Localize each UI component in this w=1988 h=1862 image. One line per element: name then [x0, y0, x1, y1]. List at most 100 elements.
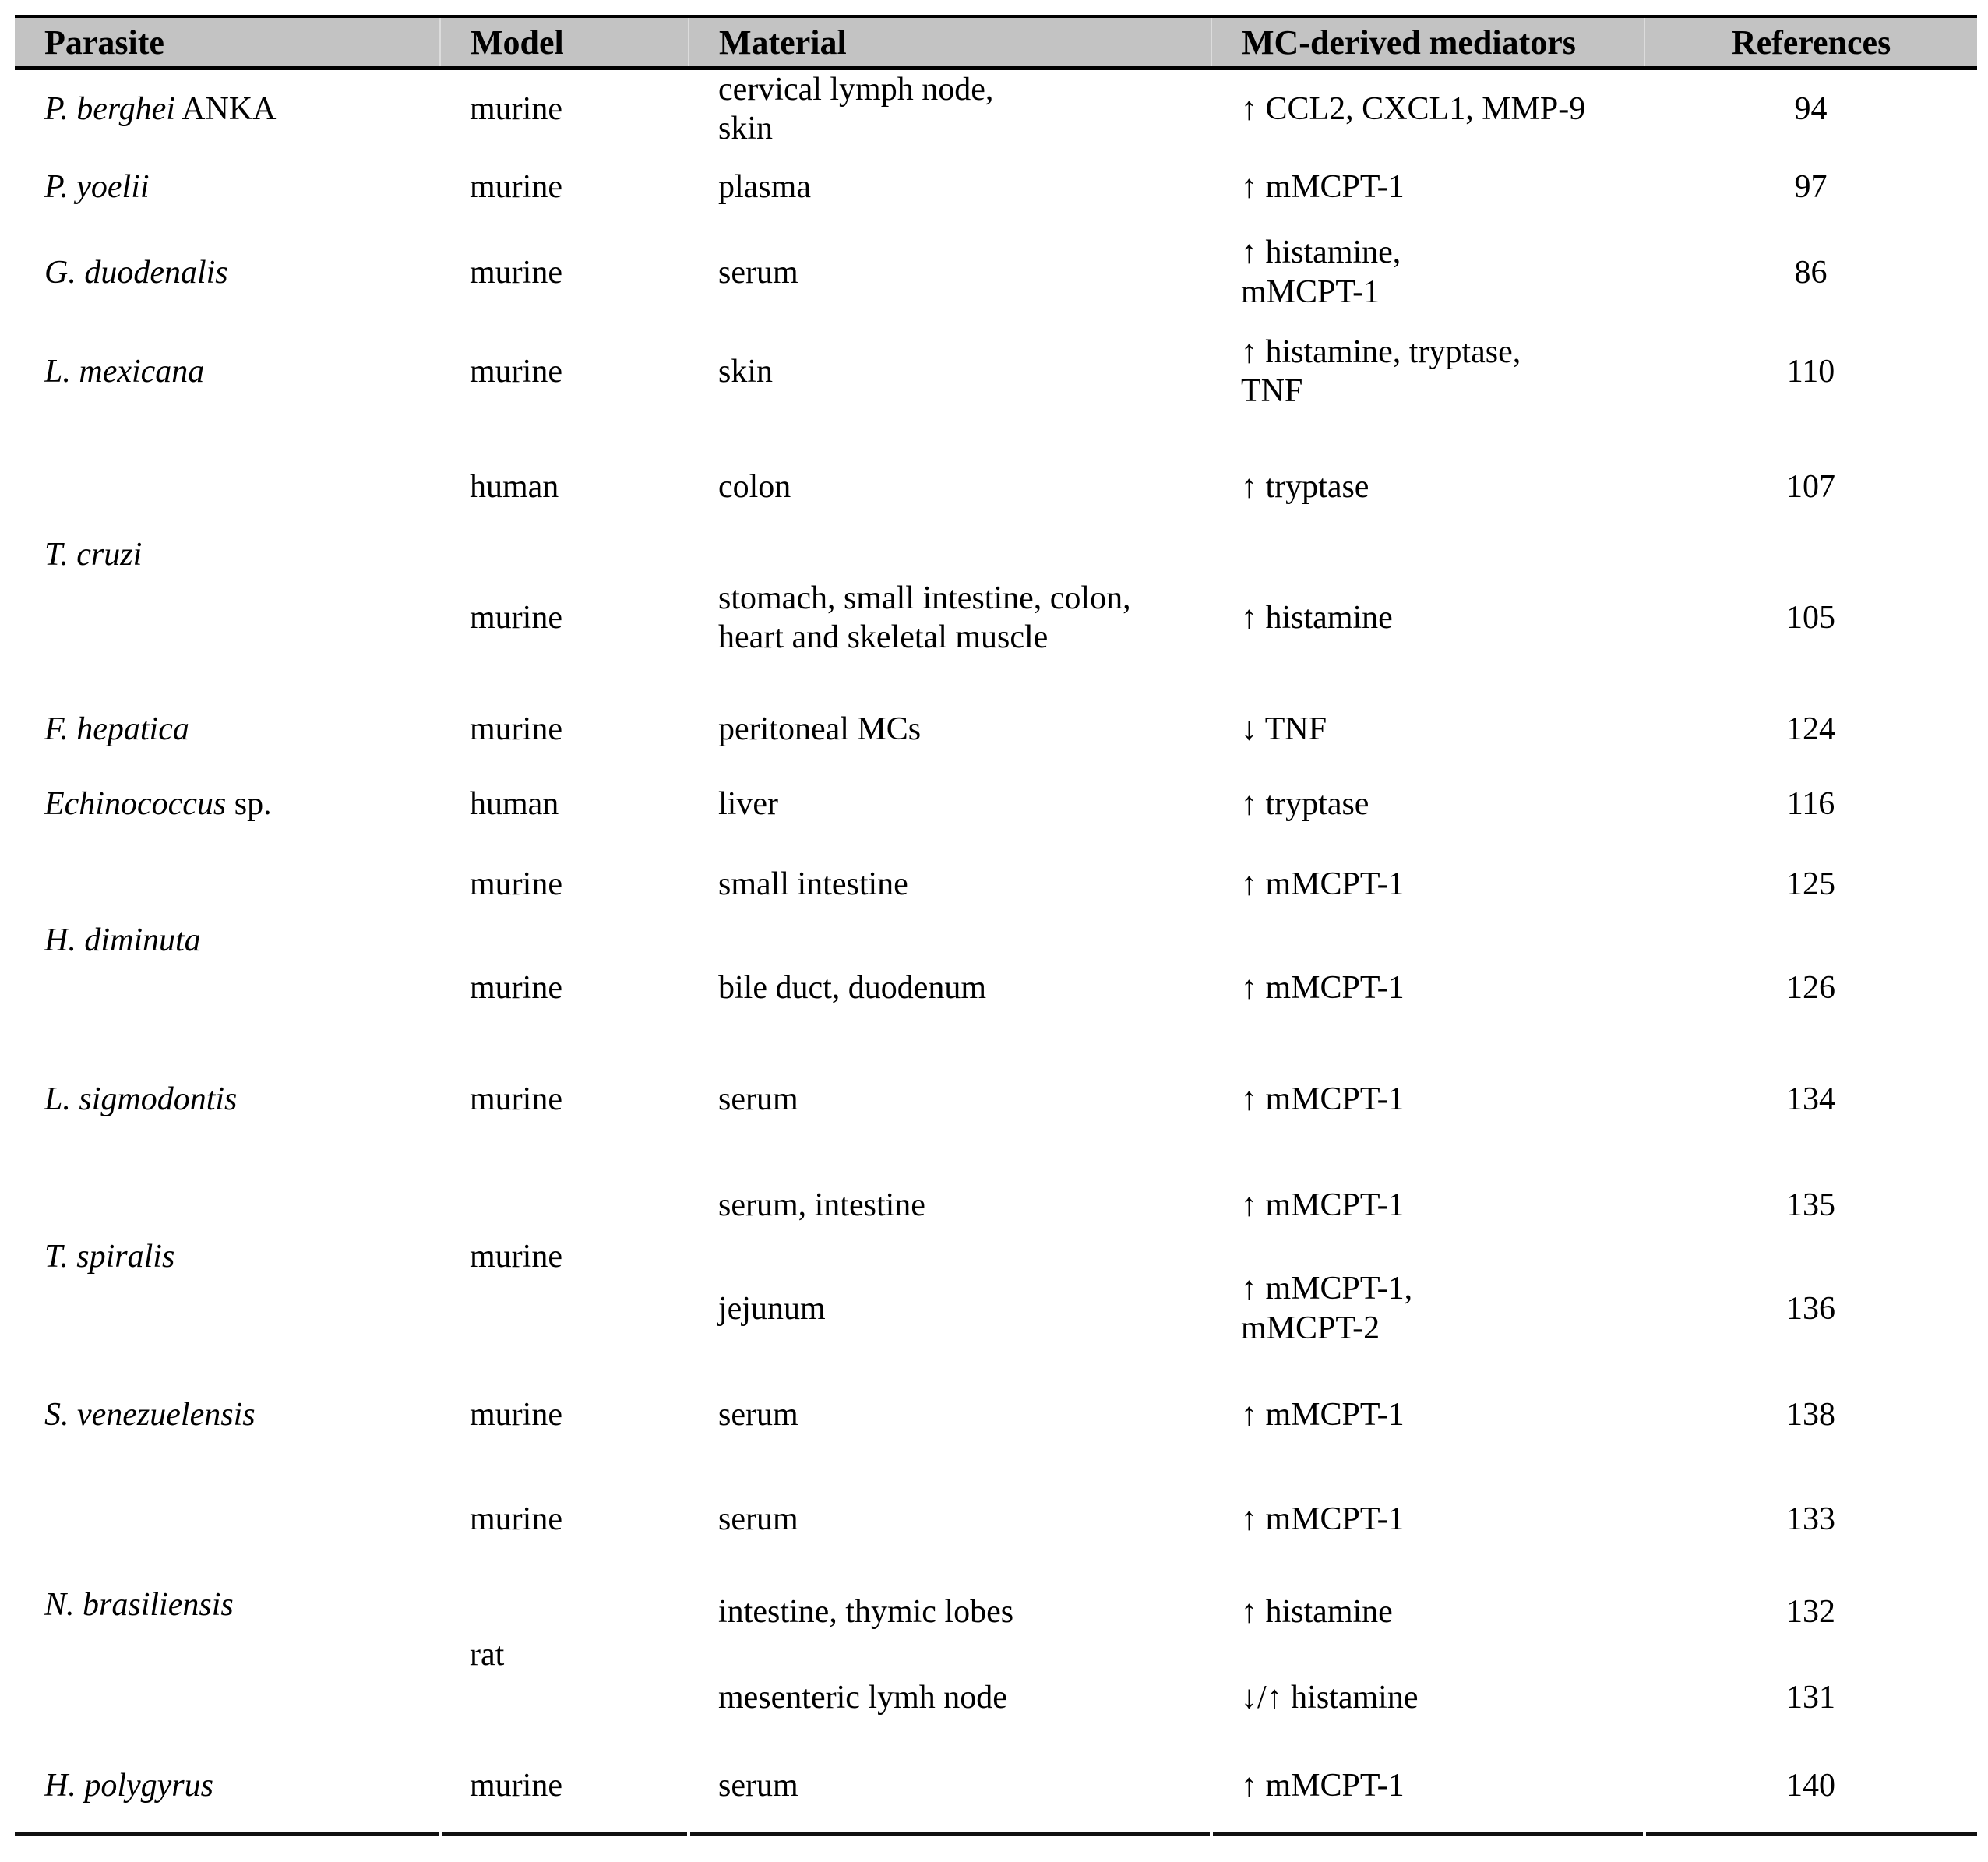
- parasite-cell: N. brasiliensis: [44, 1586, 234, 1623]
- mediators-cell: ↑ histamine, mMCPT-1: [1241, 235, 1401, 310]
- reference-cell: 131: [1786, 1679, 1835, 1716]
- table-row: murine stomach, small intestine, colon, …: [15, 550, 1977, 686]
- header-row: Parasite Model Material MC-derived media…: [15, 15, 1977, 70]
- model-cell: murine: [470, 254, 562, 291]
- model-cell: human: [470, 786, 559, 823]
- bottom-border-gap: [439, 1832, 442, 1836]
- mediators-cell: ↑ mMCPT-1: [1241, 168, 1405, 205]
- table-row: rat intestine, thymic lobes ↑ histamine …: [15, 1569, 1977, 1673]
- material-cell: serum: [718, 254, 798, 291]
- parasite-cell: L. mexicana: [44, 354, 205, 390]
- mediators-cell: ↑ histamine: [1241, 600, 1393, 637]
- table-row: murine bile duct, duodenum ↑ mMCPT-1 126: [15, 932, 1977, 1045]
- table-row: Echinococcus sp. human liver ↑ tryptase …: [15, 772, 1977, 837]
- model-cell: murine: [440, 1740, 689, 1836]
- table-row: S. venezuelensis murine serum ↑ mMCPT-1 …: [15, 1360, 1977, 1469]
- reference-cell: 134: [1786, 1081, 1835, 1117]
- bottom-border-gap: [687, 1832, 690, 1836]
- material-cell: serum: [689, 1740, 1211, 1836]
- table-row: H. diminuta murine small intestine ↑ mMC…: [15, 837, 1977, 959]
- material-cell: serum: [718, 1081, 798, 1117]
- model-cell: murine: [470, 1396, 562, 1433]
- parasite-cell: T. cruzi: [44, 537, 143, 573]
- mediators-cell: ↓ TNF: [1241, 711, 1327, 747]
- material-cell: serum: [718, 1501, 798, 1537]
- material-cell: liver: [718, 786, 778, 823]
- parasite-cell: S. venezuelensis: [44, 1396, 256, 1433]
- parasite-cell: L. sigmodontis: [44, 1081, 238, 1117]
- material-cell: colon: [718, 468, 791, 505]
- mediators-cell: ↑ mMCPT-1: [1241, 1501, 1405, 1537]
- model-cell: murine: [470, 970, 562, 1007]
- material-cell: plasma: [718, 168, 811, 205]
- table-row: L. sigmodontis murine serum ↑ mMCPT-1 13…: [15, 1045, 1977, 1154]
- table-row: T. cruzi human colon ↑ tryptase 107: [15, 424, 1977, 573]
- parasite-cell: Echinococcus sp.: [44, 786, 272, 823]
- mediators-cell: ↑ histamine, tryptase, TNF: [1241, 333, 1521, 410]
- col-header-mediators: MC-derived mediators: [1211, 15, 1644, 70]
- mediators-cell: ↑ mMCPT-1, mMCPT-2: [1241, 1271, 1413, 1346]
- material-cell: stomach, small intestine, colon, heart a…: [718, 580, 1131, 656]
- reference-cell: 86: [1794, 254, 1828, 291]
- reference-cell: 124: [1786, 711, 1835, 747]
- parasite-cell: F. hepatica: [44, 711, 189, 747]
- mediators-cell: ↑ mMCPT-1: [1241, 866, 1405, 902]
- material-cell: skin: [718, 354, 774, 390]
- mediators-cell: ↓/↑ histamine: [1241, 1679, 1419, 1716]
- table-row: P. yoelii murine plasma ↑ mMCPT-1 97: [15, 149, 1977, 225]
- table-row: L. mexicana murine skin ↑ histamine, try…: [15, 320, 1977, 424]
- material-cell: bile duct, duodenum: [718, 970, 987, 1007]
- reference-cell: 126: [1786, 970, 1835, 1007]
- parasite-cell: H. polygyrus: [15, 1740, 440, 1836]
- table-row: N. brasiliensis murine serum ↑ mMCPT-1 1…: [15, 1469, 1977, 1623]
- model-cell: murine: [470, 711, 562, 747]
- material-cell: intestine, thymic lobes: [718, 1593, 1014, 1630]
- parasite-cell: G. duodenalis: [44, 254, 228, 291]
- table-row: mesenteric lymh node ↓/↑ histamine 131: [15, 1655, 1977, 1740]
- material-cell: serum, intestine: [718, 1187, 925, 1224]
- mediators-cell: ↑ tryptase: [1241, 786, 1369, 823]
- mediators-cell: ↑ histamine: [1241, 1593, 1393, 1630]
- data-table: Parasite Model Material MC-derived media…: [15, 15, 1977, 1836]
- model-cell: murine: [470, 866, 562, 902]
- mediators-cell: ↑ mMCPT-1: [1241, 1187, 1405, 1224]
- parasite-cell: P. berghei ANKA: [44, 91, 277, 128]
- model-cell: murine: [470, 91, 562, 128]
- reference-cell: 138: [1786, 1396, 1835, 1433]
- model-cell: murine: [470, 1081, 562, 1117]
- bottom-border-gap: [1643, 1832, 1646, 1836]
- reference-cell: 107: [1786, 468, 1835, 505]
- table-row: P. berghei ANKA murine cervical lymph no…: [15, 69, 1977, 149]
- table-row: F. hepatica murine peritoneal MCs ↓ TNF …: [15, 686, 1977, 772]
- mediators-cell: ↑ CCL2, CXCL1, MMP-9: [1241, 91, 1586, 128]
- model-cell: murine: [470, 168, 562, 205]
- material-cell: cervical lymph node, skin: [718, 72, 994, 147]
- model-cell: murine: [470, 600, 562, 637]
- table-row: jejunum ↑ mMCPT-1, mMCPT-2 136: [15, 1257, 1977, 1360]
- reference-cell: 125: [1786, 866, 1835, 902]
- table-header: Parasite Model Material MC-derived media…: [15, 15, 1977, 70]
- reference-cell: 97: [1794, 168, 1828, 205]
- material-cell: jejunum: [718, 1290, 826, 1327]
- model-cell: murine: [470, 354, 562, 390]
- reference-cell: 132: [1786, 1593, 1835, 1630]
- reference-cell: 136: [1786, 1290, 1835, 1327]
- reference-cell: 140: [1644, 1740, 1977, 1836]
- mediators-cell: ↑ tryptase: [1241, 468, 1369, 505]
- parasite-cell: T. spiralis: [44, 1239, 175, 1275]
- table-row: H. polygyrus murine serum ↑ mMCPT-1 140: [15, 1740, 1977, 1836]
- model-cell: human: [470, 468, 559, 505]
- material-cell: peritoneal MCs: [718, 711, 922, 747]
- col-header-model: Model: [439, 15, 689, 70]
- reference-cell: 116: [1786, 786, 1835, 823]
- reference-cell: 135: [1786, 1187, 1835, 1224]
- mediators-cell: ↑ mMCPT-1: [1241, 1396, 1405, 1433]
- model-cell: murine: [470, 1501, 562, 1537]
- col-header-material: Material: [688, 15, 1211, 70]
- col-header-references: References: [1644, 15, 1977, 70]
- parasite-cell: H. diminuta: [44, 922, 201, 959]
- reference-cell: 105: [1786, 600, 1835, 637]
- reference-cell: 133: [1786, 1501, 1835, 1537]
- model-cell: rat: [470, 1636, 505, 1673]
- material-cell: mesenteric lymh node: [718, 1679, 1007, 1716]
